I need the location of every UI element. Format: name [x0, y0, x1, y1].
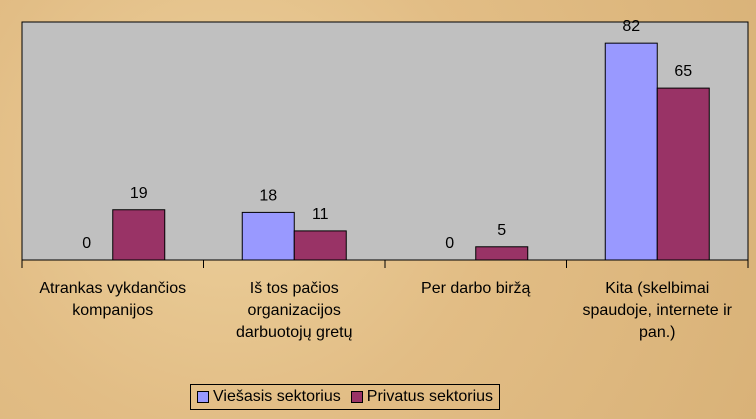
- data-label: 0: [445, 235, 454, 252]
- data-label: 5: [497, 222, 506, 239]
- x-tick-label: Per darbo biržą: [421, 280, 531, 297]
- data-label: 0: [82, 235, 91, 252]
- bar: [241, 211, 295, 261]
- legend-item: Viešasis sektorius: [197, 388, 341, 406]
- bar: [293, 230, 347, 261]
- data-label: 18: [259, 187, 277, 204]
- bar: [656, 87, 710, 261]
- legend-item: Privatus sektorius: [350, 388, 494, 406]
- bar: [475, 246, 529, 261]
- bar: [112, 209, 166, 261]
- legend-swatch: [197, 391, 209, 403]
- data-label: 82: [622, 18, 640, 35]
- x-tick-label: Atrankas vykdančios kompanijos: [39, 280, 187, 319]
- data-label: 19: [130, 185, 148, 202]
- legend: Viešasis sektorius Privatus sektorius: [190, 384, 501, 410]
- bar: [604, 42, 658, 261]
- legend-label: Privatus sektorius: [366, 388, 494, 405]
- data-label: 11: [312, 206, 329, 223]
- legend-label: Viešasis sektorius: [213, 388, 341, 405]
- x-tick-label: Kita (skelbimai spaudoje, internete ir p…: [582, 280, 732, 341]
- legend-swatch: [350, 391, 363, 403]
- x-tick-label: Iš tos pačios organizacijos darbuotojų g…: [235, 280, 353, 341]
- data-label: 65: [674, 63, 692, 80]
